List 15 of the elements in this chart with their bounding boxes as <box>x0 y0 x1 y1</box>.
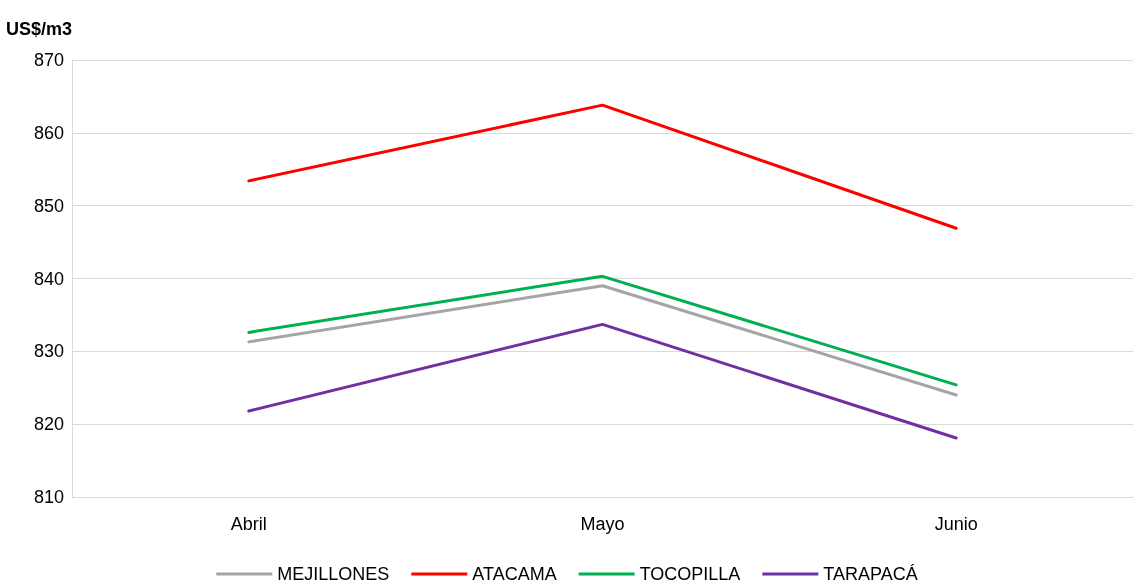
legend-label: TARAPACÁ <box>823 564 918 584</box>
legend-label: ATACAMA <box>472 564 557 584</box>
y-tick-label: 820 <box>33 414 64 435</box>
x-tick-label: Junio <box>934 514 978 534</box>
y-tick-label: 810 <box>33 487 64 507</box>
y-tick-label: 870 <box>33 50 64 70</box>
y-tick-label: 840 <box>33 268 64 289</box>
y-tick-label: 860 <box>33 122 64 143</box>
legend-label: TOCOPILLA <box>639 564 741 584</box>
x-tick-label: Mayo <box>580 514 625 534</box>
y-tick-label: 850 <box>33 195 64 216</box>
y-tick-label: 830 <box>33 341 64 362</box>
x-tick-label: Abril <box>230 514 267 534</box>
y-axis-title: US$/m3 <box>6 19 73 39</box>
legend-label: MEJILLONES <box>277 564 390 584</box>
